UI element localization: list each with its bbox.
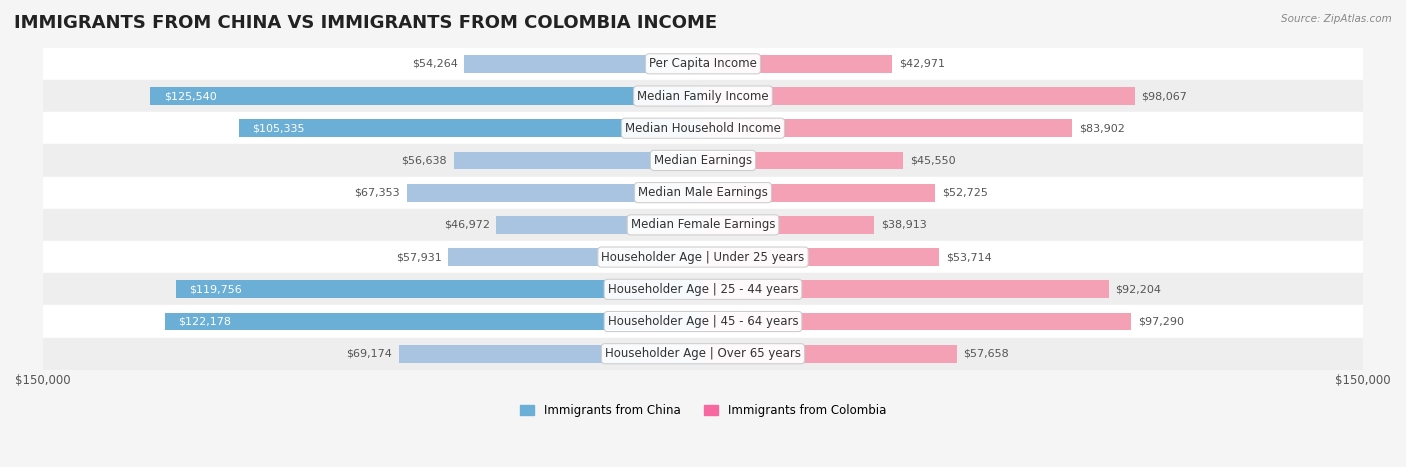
Bar [703, 216, 875, 234]
Bar [406, 184, 703, 201]
Bar [703, 87, 1135, 105]
Text: Householder Age | 45 - 64 years: Householder Age | 45 - 64 years [607, 315, 799, 328]
Text: $119,756: $119,756 [190, 284, 242, 294]
Bar [239, 120, 703, 137]
Text: $53,714: $53,714 [946, 252, 991, 262]
Bar [42, 338, 1364, 370]
Bar [464, 55, 703, 73]
Bar [42, 241, 1364, 273]
Text: $46,972: $46,972 [444, 220, 489, 230]
Text: $92,204: $92,204 [1115, 284, 1161, 294]
Bar [42, 305, 1364, 338]
Bar [449, 248, 703, 266]
Bar [703, 55, 893, 73]
Bar [398, 345, 703, 362]
Bar [42, 144, 1364, 177]
Text: $69,174: $69,174 [346, 349, 392, 359]
Text: Source: ZipAtlas.com: Source: ZipAtlas.com [1281, 14, 1392, 24]
Text: Median Female Earnings: Median Female Earnings [631, 219, 775, 231]
Bar [703, 120, 1073, 137]
Text: $122,178: $122,178 [179, 317, 232, 326]
Text: $98,067: $98,067 [1142, 91, 1187, 101]
Text: Householder Age | 25 - 44 years: Householder Age | 25 - 44 years [607, 283, 799, 296]
Text: $125,540: $125,540 [163, 91, 217, 101]
Text: Per Capita Income: Per Capita Income [650, 57, 756, 71]
Text: $45,550: $45,550 [910, 156, 956, 165]
Bar [150, 87, 703, 105]
Text: $97,290: $97,290 [1137, 317, 1184, 326]
Bar [454, 152, 703, 170]
Text: Median Family Income: Median Family Income [637, 90, 769, 103]
Text: IMMIGRANTS FROM CHINA VS IMMIGRANTS FROM COLOMBIA INCOME: IMMIGRANTS FROM CHINA VS IMMIGRANTS FROM… [14, 14, 717, 32]
Bar [703, 312, 1132, 330]
Bar [703, 184, 935, 201]
Bar [166, 312, 703, 330]
Text: Householder Age | Under 25 years: Householder Age | Under 25 years [602, 251, 804, 263]
Text: $67,353: $67,353 [354, 188, 399, 198]
Legend: Immigrants from China, Immigrants from Colombia: Immigrants from China, Immigrants from C… [515, 399, 891, 422]
Bar [496, 216, 703, 234]
Bar [42, 273, 1364, 305]
Bar [703, 345, 956, 362]
Bar [42, 48, 1364, 80]
Text: $57,658: $57,658 [963, 349, 1010, 359]
Bar [42, 80, 1364, 112]
Text: $38,913: $38,913 [882, 220, 927, 230]
Bar [703, 248, 939, 266]
Text: Median Male Earnings: Median Male Earnings [638, 186, 768, 199]
Text: $52,725: $52,725 [942, 188, 987, 198]
Text: Median Earnings: Median Earnings [654, 154, 752, 167]
Text: Median Household Income: Median Household Income [626, 122, 780, 134]
Bar [176, 281, 703, 298]
Text: $57,931: $57,931 [395, 252, 441, 262]
Bar [703, 152, 904, 170]
Text: $54,264: $54,264 [412, 59, 457, 69]
Text: Householder Age | Over 65 years: Householder Age | Over 65 years [605, 347, 801, 360]
Bar [703, 281, 1109, 298]
Bar [42, 209, 1364, 241]
Text: $83,902: $83,902 [1078, 123, 1125, 133]
Bar [42, 177, 1364, 209]
Text: $105,335: $105,335 [253, 123, 305, 133]
Text: $42,971: $42,971 [898, 59, 945, 69]
Text: $56,638: $56,638 [402, 156, 447, 165]
Bar [42, 112, 1364, 144]
